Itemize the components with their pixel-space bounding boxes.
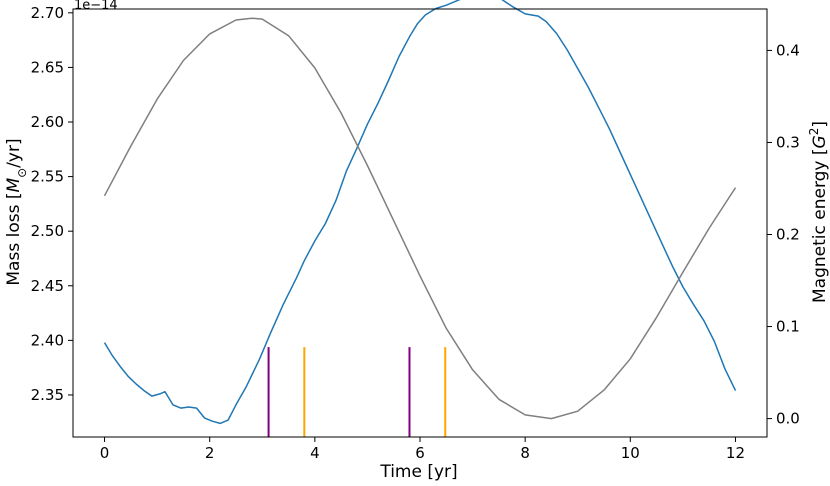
y-tick-label: 2.35: [31, 386, 64, 404]
y-tick-label: 2.60: [31, 113, 64, 131]
series-line-2: [103, 17, 737, 420]
y2-tick-label: 0.2: [776, 226, 800, 244]
y-axis-label: Mass loss [M⊙/yr]: [4, 138, 29, 285]
x-tick-label: 12: [726, 444, 745, 462]
series-line-1: [103, 0, 737, 425]
y2-axis-label-suffix: ]: [810, 121, 830, 128]
y2-tick-label: 0.3: [776, 133, 800, 151]
y2-tick-label: 0.0: [776, 410, 800, 428]
x-axis-label: Time [yr]: [379, 462, 457, 482]
y2-axis-label-superscript: 2: [807, 128, 821, 136]
y-tick-label: 2.70: [31, 4, 64, 22]
y-axis-label-prefix: Mass loss [: [4, 193, 24, 286]
y2-axis-label: Magnetic energy [G2]: [807, 121, 830, 303]
x-tick-label: 2: [205, 444, 215, 462]
y-tick-label: 2.40: [31, 331, 64, 349]
y-axis-ticks: 2.35 2.40 2.45 2.50 2.55 2.60 2.65 2.70: [31, 4, 73, 404]
x-axis-ticks: 0 2 4 6 8 10 12: [100, 437, 745, 462]
y-offset-text: 1e−14: [74, 0, 118, 13]
y-tick-label: 2.50: [31, 222, 64, 240]
vertical-markers: [267, 347, 447, 437]
y2-axis-label-prefix: Magnetic energy [: [810, 148, 830, 303]
y-tick-label: 2.65: [31, 58, 64, 76]
y-axis-label-subscript: ⊙: [15, 168, 29, 178]
y-axis-label-symbol: M: [4, 178, 24, 193]
y2-axis-ticks: 0.0 0.1 0.2 0.3 0.4: [767, 41, 800, 428]
y-axis-label-suffix: /yr]: [4, 138, 24, 167]
plot-frame: [72, 8, 768, 438]
y-tick-label: 2.45: [31, 277, 64, 295]
x-tick-label: 8: [520, 444, 530, 462]
y2-tick-label: 0.4: [776, 41, 800, 59]
series-lines: [103, 0, 737, 425]
y2-tick-label: 0.1: [776, 318, 800, 336]
x-tick-label: 4: [310, 444, 320, 462]
y2-axis-label-symbol: G: [810, 135, 830, 148]
x-tick-label: 10: [621, 444, 640, 462]
x-tick-label: 0: [100, 444, 110, 462]
y-tick-label: 2.55: [31, 168, 64, 186]
x-tick-label: 6: [415, 444, 425, 462]
